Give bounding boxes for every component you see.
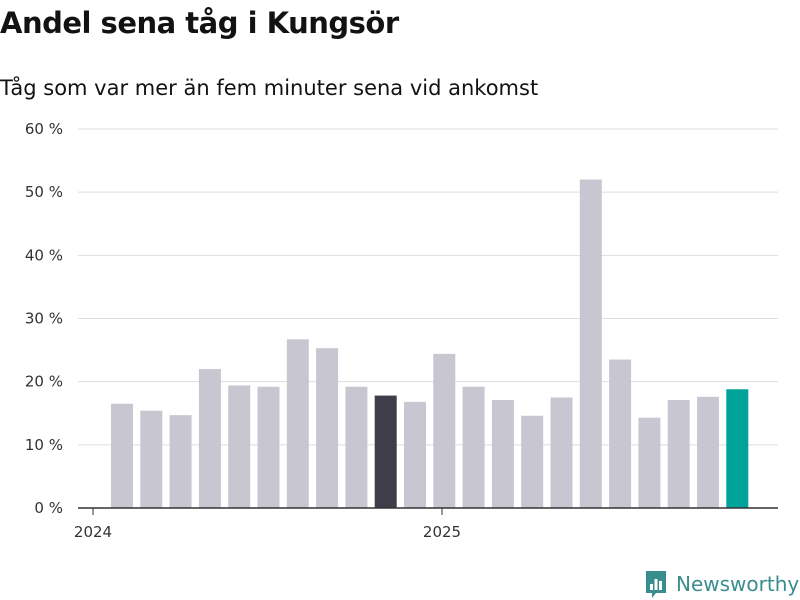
bar-2024-09 (345, 386, 368, 508)
y-tick-label: 0 % (34, 499, 63, 517)
bar-2024-07 (286, 339, 309, 508)
gridlines (78, 128, 778, 446)
y-tick-label: 50 % (25, 183, 63, 201)
bar-2025-09 (697, 396, 719, 508)
y-tick-label: 40 % (25, 246, 63, 264)
bar-2025-04 (550, 397, 573, 508)
newsworthy-logo-icon (646, 571, 666, 598)
bar-2024-08 (316, 348, 339, 508)
bar-2024-05 (228, 385, 251, 508)
bar-2025-03 (521, 415, 544, 508)
chart-subtitle: Tåg som var mer än fem minuter sena vid … (0, 76, 539, 100)
chart-title: Andel sena tåg i Kungsör (0, 6, 399, 40)
bar-2025-07 (638, 417, 661, 508)
bar-2025-02 (491, 399, 514, 508)
y-tick-label: 30 % (25, 310, 63, 328)
axes: 0 % 10 % 20 % 30 % 40 % 50 % 60 % 2024 2025 (25, 120, 778, 541)
brand-name: Newsworthy (676, 572, 800, 596)
bar-2025-08 (667, 399, 690, 508)
bar-2024-11 (404, 401, 426, 508)
y-tick-label: 20 % (25, 373, 63, 391)
bar-2024-04 (198, 369, 221, 508)
y-tick-label: 60 % (25, 120, 63, 138)
bar-2024-06 (257, 386, 280, 508)
bar-2024-03 (169, 415, 192, 508)
x-tick-label: 2024 (74, 523, 112, 541)
bar-series (111, 179, 749, 509)
y-tick-label: 10 % (25, 436, 63, 454)
bar-2024-02 (140, 410, 163, 508)
bar-2025-06 (609, 359, 632, 508)
x-tick-label: 2025 (423, 523, 461, 541)
bar-2024-10 (374, 395, 397, 508)
bar-2025-05 (579, 179, 602, 509)
newsworthy-logo: Newsworthy (644, 568, 799, 600)
bar-2025-01 (462, 386, 485, 508)
bar-2025-10 (726, 389, 749, 508)
bar-2024-12 (433, 353, 456, 508)
bar-2024-01 (111, 403, 133, 508)
